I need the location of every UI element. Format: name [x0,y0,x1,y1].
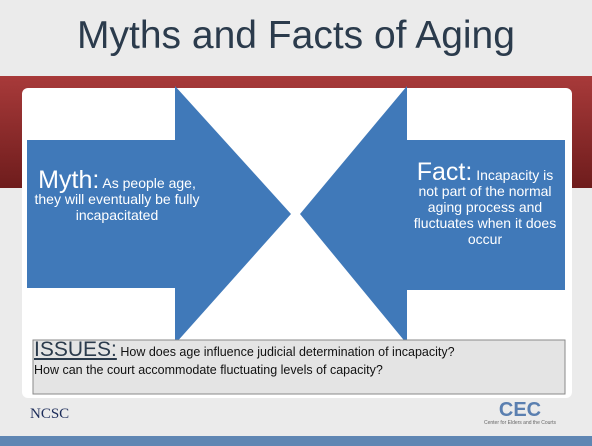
issues-block: ISSUES: How does age influence judicial … [34,338,562,379]
fact-label: Fact: [416,158,473,186]
ncsc-logo: NCSC [30,406,70,422]
issues-label: ISSUES: [34,338,117,361]
issues-box [32,339,566,395]
cec-caption: Center for Elders and the Courts [484,420,556,426]
cec-logo: CEC Center for Elders and the Courts [470,400,570,426]
myth-text: As people age, they will eventually be f… [34,175,200,223]
myth-arrow [27,86,291,344]
issues-line: How can the court accommodate fluctuatin… [34,363,383,377]
myth-label: Myth: [38,166,100,194]
cec-mark: CEC [498,399,542,421]
issues-line: How does age influence judicial determin… [120,345,455,359]
myth-block: Myth: As people age, they will eventuall… [34,168,200,224]
slide-title: Myths and Facts of Aging [77,14,515,57]
fact-arrow [300,86,565,344]
fact-text: Incapacity is not part of the normal agi… [413,167,557,247]
fact-block: Fact: Incapacity is not part of the norm… [410,160,560,248]
footer-stripe [0,436,592,446]
